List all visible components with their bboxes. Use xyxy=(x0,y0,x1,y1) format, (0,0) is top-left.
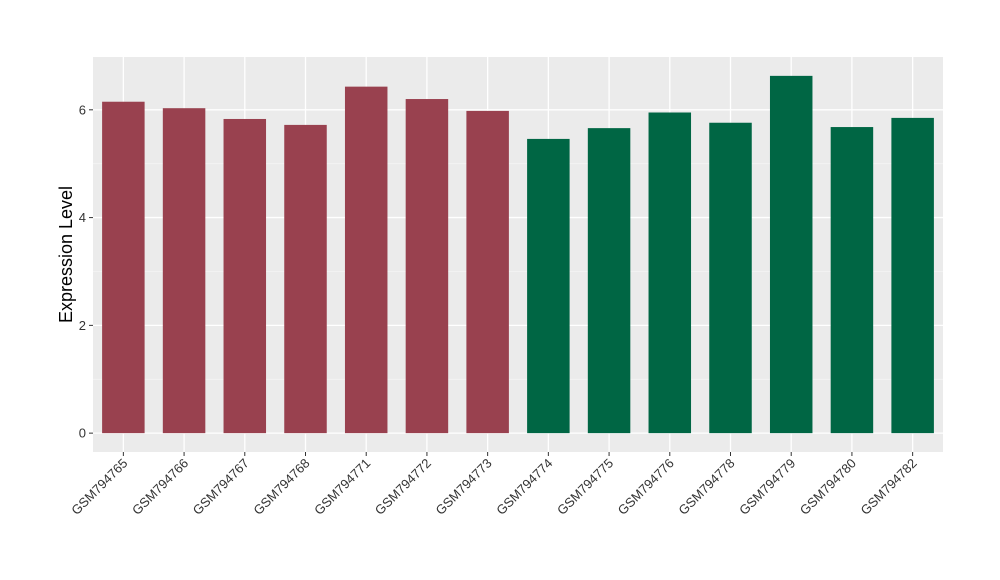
x-tick-label: GSM794780 xyxy=(797,456,859,518)
x-tick-label: GSM794768 xyxy=(250,456,312,518)
y-tick-label: 2 xyxy=(79,318,86,333)
x-tick-label: GSM794782 xyxy=(858,456,920,518)
bar-GSM794767 xyxy=(223,118,267,434)
bar-GSM794782 xyxy=(891,117,934,434)
x-tick-label: GSM794771 xyxy=(311,456,373,518)
bar-GSM794775 xyxy=(587,128,631,434)
y-tick-label: 0 xyxy=(79,426,86,441)
x-tick-label: GSM794773 xyxy=(433,456,495,518)
y-tick-label: 4 xyxy=(79,210,86,225)
bar-GSM794780 xyxy=(830,127,874,434)
bar-GSM794771 xyxy=(344,86,388,434)
x-tick-label: GSM794779 xyxy=(736,456,798,518)
bar-GSM794768 xyxy=(284,124,327,434)
bar-GSM794773 xyxy=(466,110,509,434)
plot-panel xyxy=(93,57,943,452)
x-tick-label: GSM794778 xyxy=(675,456,737,518)
bar-GSM794766 xyxy=(162,108,206,434)
x-tick-label: GSM794772 xyxy=(372,456,434,518)
y-axis: 0 2 4 6 xyxy=(79,102,93,441)
bar-GSM794776 xyxy=(648,112,692,434)
bar-GSM794778 xyxy=(709,122,752,434)
y-tick-label: 6 xyxy=(79,102,86,117)
bar-GSM794765 xyxy=(102,101,145,434)
x-tick-label: GSM794775 xyxy=(554,456,616,518)
bar-GSM794774 xyxy=(527,138,570,434)
x-tick-label: GSM794767 xyxy=(190,456,252,518)
bars xyxy=(102,75,934,434)
x-tick-label: GSM794774 xyxy=(493,456,555,518)
bar-GSM794772 xyxy=(405,99,449,434)
x-tick-label: GSM794765 xyxy=(68,456,130,518)
x-axis: GSM794765GSM794766GSM794767GSM794768GSM7… xyxy=(68,452,920,518)
y-axis-title: Expression Level xyxy=(56,186,76,323)
x-tick-label: GSM794776 xyxy=(615,456,677,518)
bar-GSM794779 xyxy=(769,75,813,434)
x-tick-label: GSM794766 xyxy=(129,456,191,518)
